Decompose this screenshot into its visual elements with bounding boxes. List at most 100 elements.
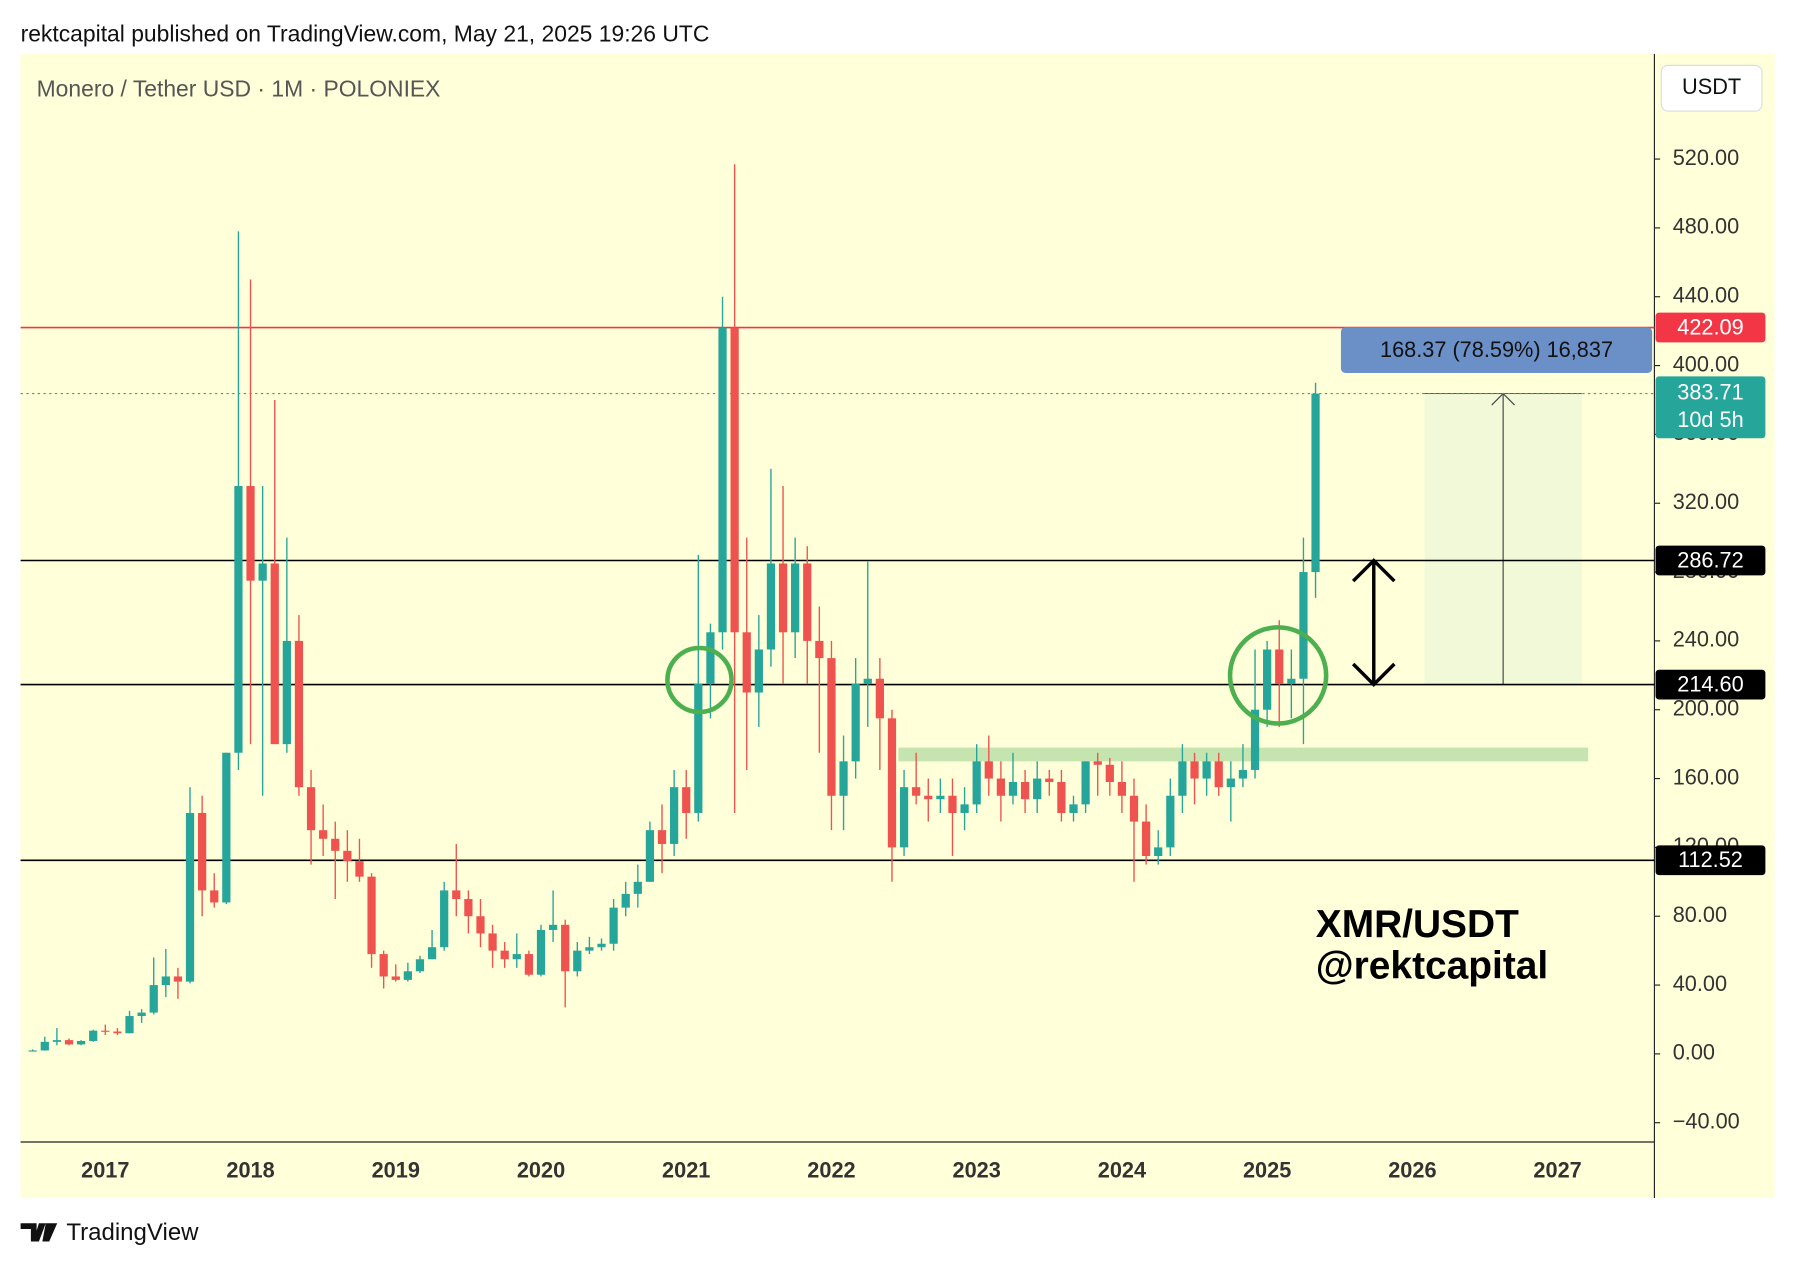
candle-body [137,1012,146,1017]
y-tick-label: 480.00 [1673,214,1739,239]
range-arrow-head [1351,558,1396,688]
candle-body [694,683,703,813]
candle-body [815,640,824,659]
brand: TradingView [66,1219,199,1246]
candle-body [766,563,776,650]
candle-body [1033,778,1042,800]
candle-body [1069,804,1078,813]
candle-body [791,563,800,633]
candle-body [89,1030,98,1041]
x-tick-label: 2020 [517,1157,565,1182]
candle-body [512,954,521,960]
candle-body [536,929,546,975]
candle-body [742,632,751,693]
candle-body [1202,761,1211,779]
candle-body [778,563,788,633]
candle-body [1250,709,1260,770]
candle-body [984,761,993,779]
candle-body [1008,782,1018,796]
candle-body [113,1031,122,1034]
level-badge [1655,545,1766,576]
y-tick-label: 520.00 [1673,145,1739,170]
candle-body [621,893,630,908]
candle-body [1275,649,1284,684]
countdown-label: 10d 5h [1677,407,1743,432]
highlight-circle [1227,625,1329,726]
candle-body [270,563,279,745]
candle-body [960,804,969,813]
currency-button[interactable] [1660,64,1763,112]
y-tick-label: 440.00 [1673,282,1739,307]
candle-body [282,640,291,745]
candle-body [803,563,812,641]
candle-body [657,830,667,844]
x-tick-label: 2023 [953,1157,1001,1182]
x-tick-label: 2026 [1388,1157,1436,1182]
candle-body [222,752,231,903]
candle-body [101,1030,110,1032]
x-tick-label: 2025 [1243,1157,1291,1182]
candle-body [875,678,884,719]
candle-body [210,890,219,903]
candle-body [28,1050,37,1052]
y-tick-label: 0.00 [1673,1040,1715,1065]
plot: −40.000.0040.0080.00120.00160.00200.0024… [20,145,1766,1182]
x-tick-label: 2027 [1533,1157,1581,1182]
candle-body [331,838,340,851]
candle-body [403,971,412,980]
last-price-badge [1655,376,1766,439]
header: rektcapital published on TradingView.com… [21,21,710,47]
candle-body [609,907,618,944]
candle-body [379,954,388,977]
candle-body [319,830,328,839]
x-tick-label: 2022 [807,1157,855,1182]
candle-body [1081,761,1090,805]
candle-body [452,890,461,900]
candle-body [597,943,606,948]
candle-body [585,947,594,951]
candle-body [415,959,425,972]
level-badge [1655,669,1766,700]
y-tick-label: −40.00 [1673,1108,1740,1133]
x-tick-label: 2024 [1098,1157,1146,1182]
y-tick-label: 200.00 [1673,695,1739,720]
watermark-pair: XMR/USDT [1316,903,1519,946]
candle-body [355,861,364,877]
candle-body [524,954,534,975]
candle-body [391,976,400,980]
candle-body [1263,649,1272,710]
candle-body [52,1040,62,1042]
x-tick-label: 2018 [226,1157,274,1182]
watermark-author: @rektcapital [1316,944,1548,987]
candle-body [440,890,449,948]
candle-body [149,985,158,1013]
candle-body [476,916,485,934]
brand-logo [20,1223,58,1242]
measure-badge [1340,327,1653,374]
candle-body [924,795,933,800]
candle-body [125,1016,134,1034]
candle-body [1178,761,1187,796]
candle-body [367,876,376,955]
candle-body [682,787,691,813]
candle-body [198,812,207,891]
candle-body [40,1041,49,1051]
y-tick-label: 40.00 [1673,971,1727,996]
candle-body [1057,782,1066,813]
candle-body [718,327,727,633]
y-tick-label: 240.00 [1673,627,1739,652]
level-label: 422.09 [1677,314,1743,339]
x-tick-label: 2021 [662,1157,710,1182]
candle-body [827,658,836,796]
candle-body [1299,572,1308,679]
candle-body [1105,764,1114,783]
candle-body [1166,795,1175,848]
candle-body [294,640,304,788]
x-tick-label: 2017 [81,1157,129,1182]
candle-body [839,761,848,796]
currency-label[interactable]: USDT [1682,74,1741,99]
level-label: 214.60 [1677,671,1743,696]
candle-body [706,632,715,684]
